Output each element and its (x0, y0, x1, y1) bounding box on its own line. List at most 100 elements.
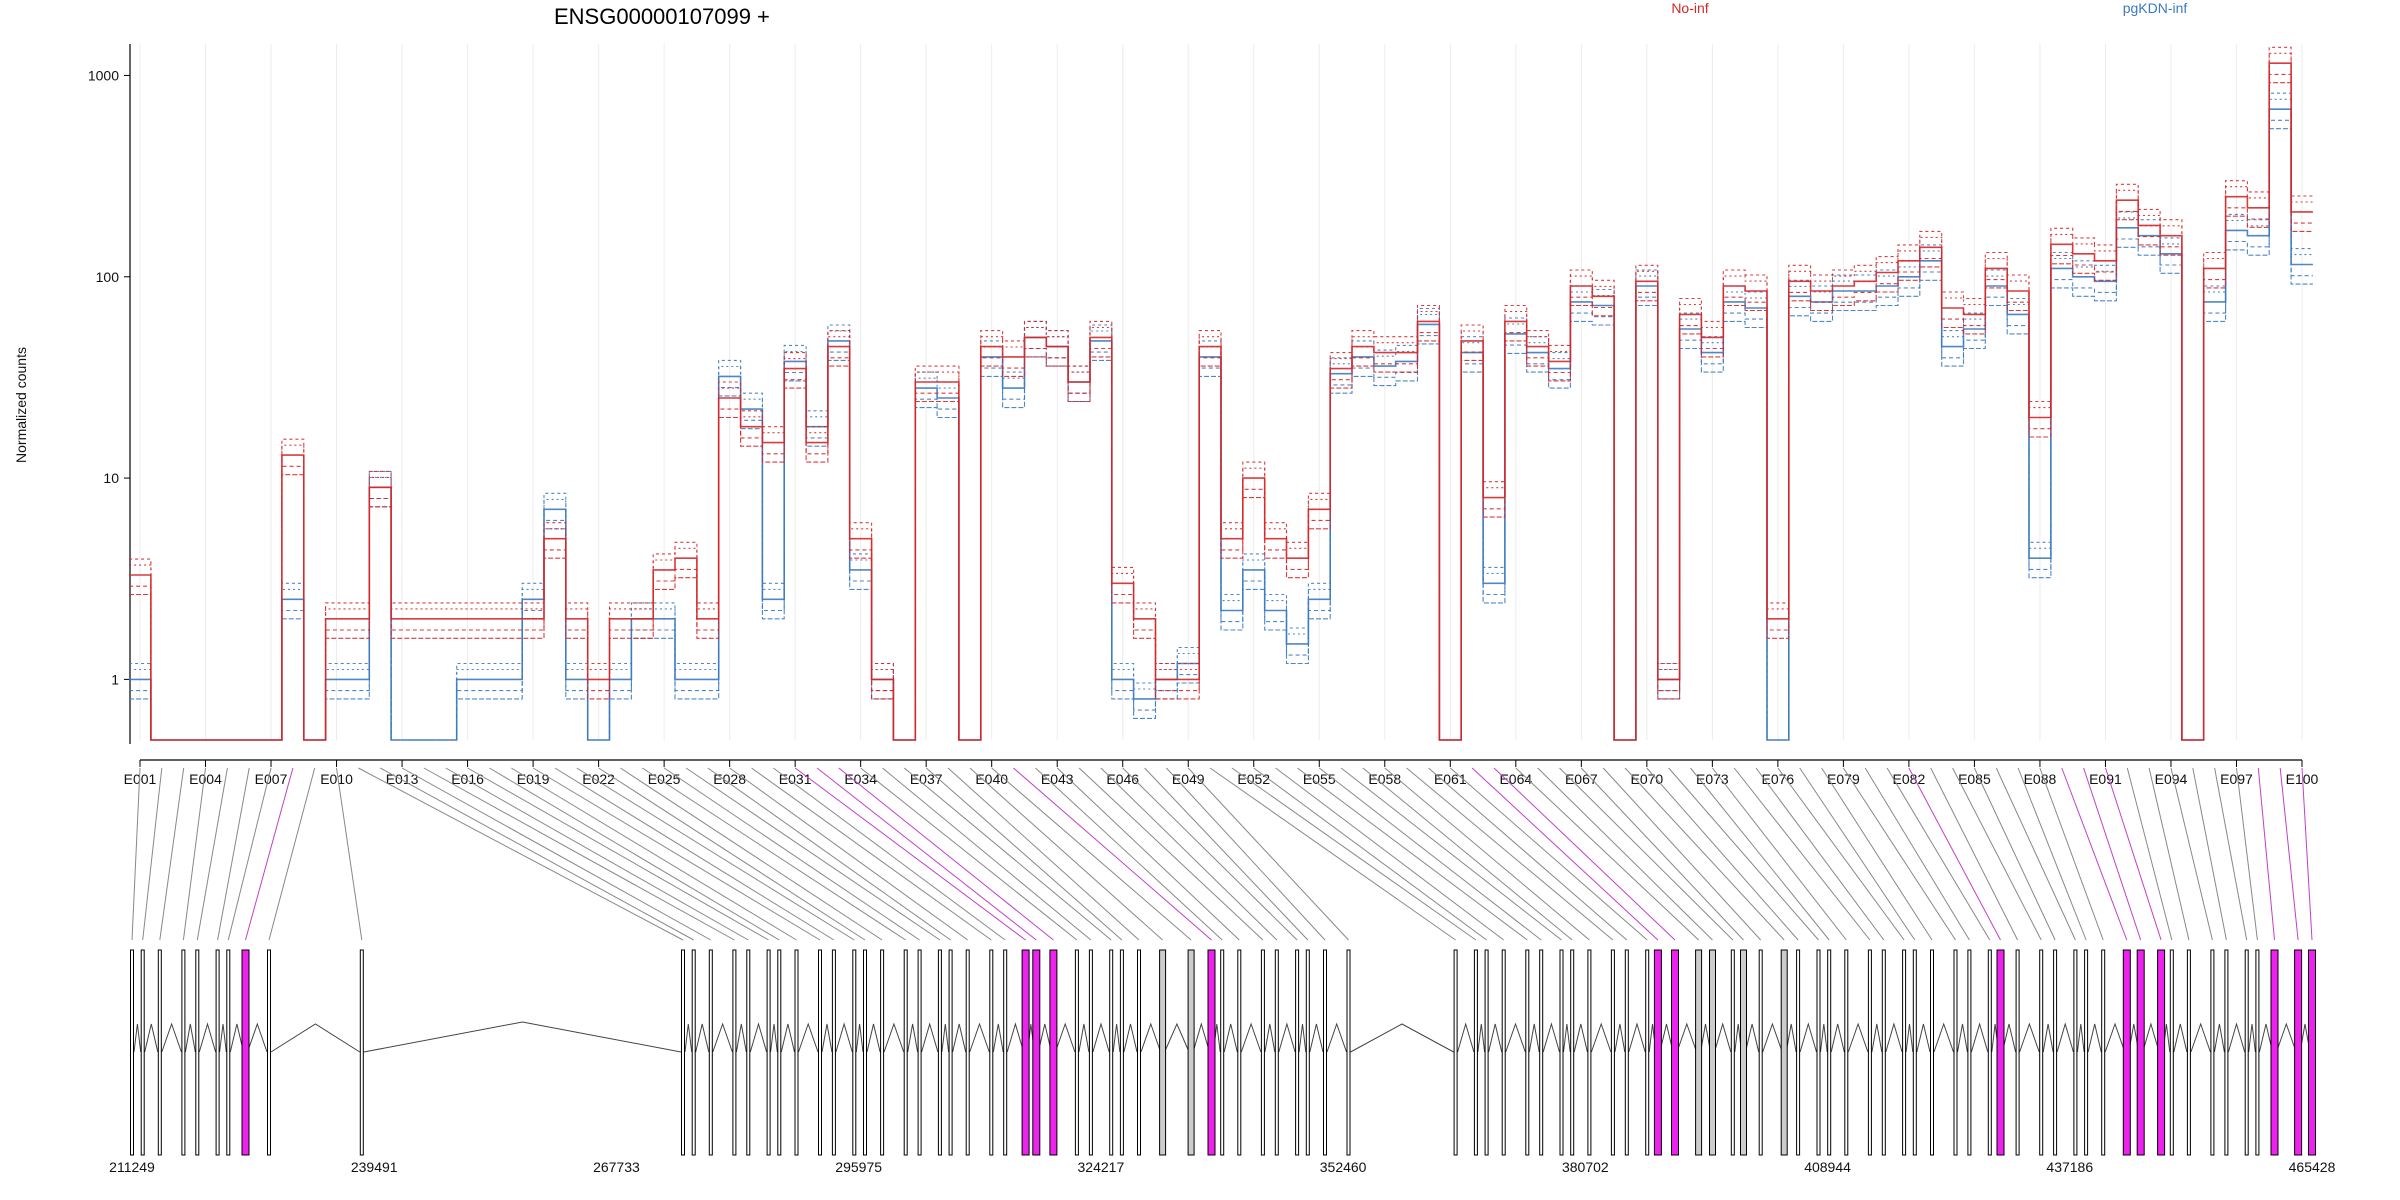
exon-connector (1187, 767, 1349, 941)
exon-box (1346, 949, 1351, 1156)
exon-connector (1537, 767, 1713, 941)
intron-line (2056, 1022, 2074, 1053)
exon-box (215, 949, 220, 1156)
x-tick-label: E016 (451, 771, 484, 787)
exon-connector (196, 767, 228, 941)
exon-box (2136, 949, 2145, 1156)
exon-box (1996, 949, 2005, 1156)
exon-connector (1646, 767, 1799, 941)
intron-line (855, 1023, 864, 1053)
intron-line (735, 1023, 747, 1053)
exon-box (1237, 949, 1242, 1156)
exon-connector (1428, 767, 1628, 941)
intron-line (198, 1022, 217, 1053)
exon-box (1827, 949, 1832, 1156)
exon-connector (159, 767, 185, 941)
exon-connector (2083, 767, 2142, 941)
exon-box (1730, 949, 1735, 1156)
intron-line (684, 1023, 693, 1053)
series-lines (129, 46, 2313, 741)
exon-box (1119, 949, 1124, 1156)
exon-box (1274, 949, 1279, 1156)
intron-line (1006, 1022, 1025, 1053)
gene-model (130, 949, 2316, 1156)
exon-connector (401, 767, 712, 941)
intron-line (1192, 1022, 1210, 1053)
exon-box (1671, 949, 1679, 1156)
exon-connector (882, 767, 1092, 941)
exon-box (1187, 949, 1195, 1156)
exon-box (1709, 949, 1716, 1156)
exon-connector (1297, 767, 1528, 941)
intron-line (247, 1022, 268, 1053)
exon-connector (685, 767, 941, 941)
x-tick-label: E046 (1106, 771, 1139, 787)
x-tick-label: E085 (1958, 771, 1991, 787)
x-tick-label: E094 (2155, 771, 2188, 787)
exon-connector (1799, 767, 1916, 941)
exon-connector (1690, 767, 1830, 941)
intron-line (363, 1021, 682, 1053)
exon-connector (511, 767, 797, 941)
exon-box (1109, 949, 1114, 1156)
exon-box (831, 949, 836, 1156)
exon-connector (2148, 767, 2190, 941)
intron-line (798, 1022, 819, 1053)
intron-line (1542, 1022, 1560, 1053)
intron-line (1240, 1022, 1262, 1053)
intron-line (952, 1023, 967, 1053)
exon-box (2122, 949, 2131, 1156)
exon-connector (860, 767, 1078, 941)
exon-connector (1712, 767, 1847, 941)
intron-line (2076, 1023, 2085, 1053)
exon-box (948, 949, 953, 1156)
x-tick-label: E001 (124, 771, 157, 787)
intron-line (821, 1023, 833, 1053)
exon-connector (1318, 767, 1542, 941)
exon-connector (227, 767, 272, 941)
exon-connector (131, 767, 141, 941)
exon-box (1260, 949, 1265, 1156)
exon-connector (969, 767, 1163, 941)
exon-box (1695, 949, 1703, 1156)
exon-connector (2039, 767, 2104, 941)
exon-connector (2214, 767, 2248, 941)
series-no-inf (129, 52, 2313, 741)
exon-box (1501, 949, 1506, 1156)
exon-connector (1056, 767, 1240, 941)
x-tick-label: E019 (517, 771, 550, 787)
intron-line (229, 1023, 244, 1053)
exon-box (2255, 949, 2260, 1156)
genomic-tick-label: 239491 (351, 1159, 398, 1175)
x-tick-label: E079 (1827, 771, 1860, 787)
intron-line (1799, 1022, 1817, 1053)
exon-box (1780, 949, 1788, 1156)
exon-box (794, 949, 799, 1156)
intron-line (1820, 1023, 1828, 1053)
intron-line (2213, 1023, 2225, 1053)
exon-box (2073, 949, 2078, 1156)
exon-box (863, 949, 867, 1156)
exon-box (1987, 949, 1992, 1156)
genomic-tick-label: 267733 (593, 1159, 640, 1175)
gridlines (139, 44, 2303, 740)
exon-connector (2170, 767, 2213, 941)
chart-title: ENSG00000107099 + (554, 4, 770, 29)
exon-box (195, 949, 200, 1156)
x-tick-label: E091 (2089, 771, 2122, 787)
x-tick-label: E010 (320, 771, 353, 787)
exon-connector (182, 767, 206, 941)
y-tick-label: 1 (111, 671, 119, 687)
intron-line (219, 1023, 227, 1053)
genomic-tick-label: 465428 (2289, 1159, 2336, 1175)
exon-box (852, 949, 857, 1156)
exon-box (1902, 949, 1907, 1156)
exon-box (732, 949, 737, 1156)
intron-line (835, 1022, 853, 1053)
exon-box (2270, 949, 2279, 1156)
exon-connector (2301, 767, 2313, 941)
exon-box (359, 949, 364, 1156)
exon-box (1220, 949, 1225, 1156)
genomic-tick-label: 352460 (1320, 1159, 1367, 1175)
exon-box (1021, 949, 1030, 1156)
